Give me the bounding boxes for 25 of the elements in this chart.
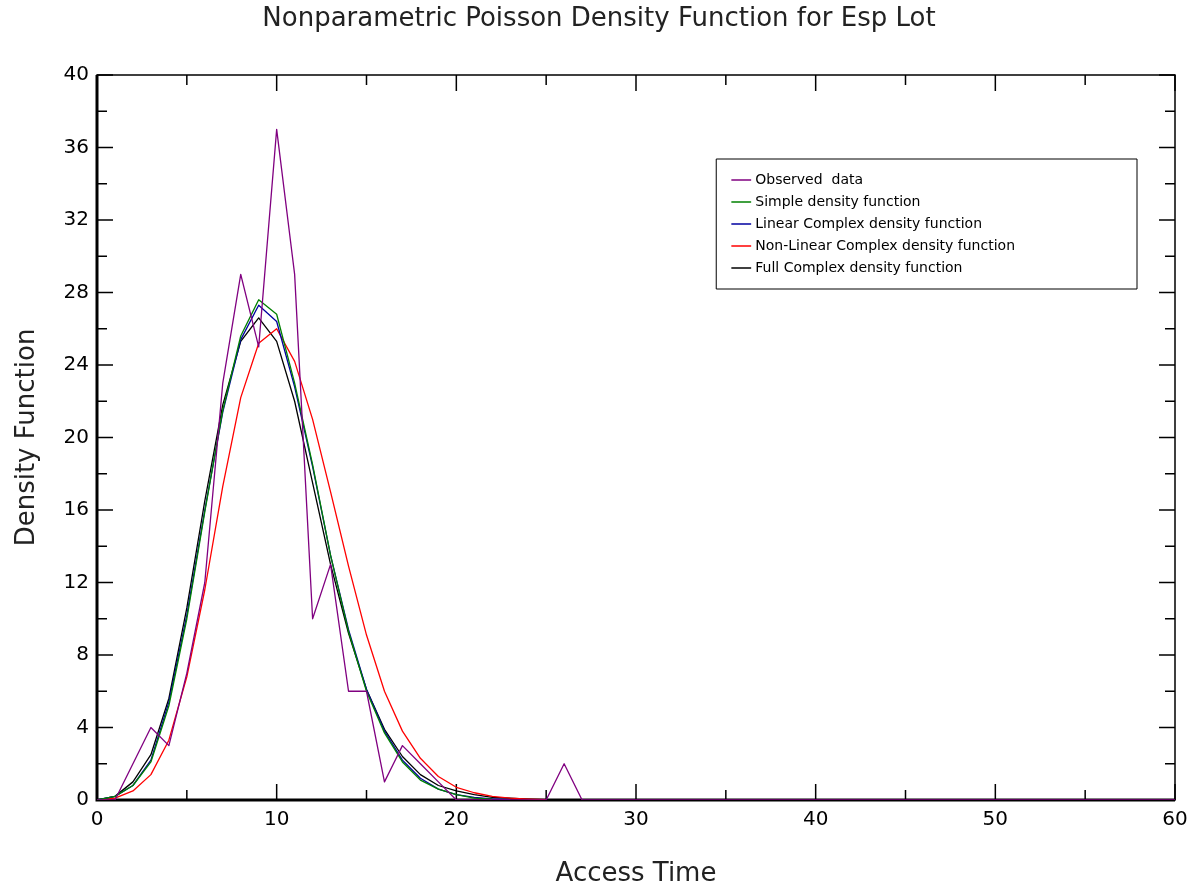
x-tick-label: 10 bbox=[263, 806, 290, 831]
legend-label: Full Complex density function bbox=[755, 258, 963, 275]
y-tick-label: 4 bbox=[76, 713, 89, 738]
x-tick-label: 30 bbox=[623, 806, 649, 831]
y-tick-label: 40 bbox=[63, 61, 89, 86]
x-tick-label: 20 bbox=[443, 806, 470, 831]
y-tick-label: 0 bbox=[76, 786, 89, 811]
chart-title: Nonparametric Poisson Density Function for Esp Lot bbox=[261, 2, 937, 32]
y-tick-label: 16 bbox=[63, 496, 89, 521]
legend-label: Non-Linear Complex density function bbox=[755, 236, 1016, 253]
x-tick-label: 40 bbox=[802, 806, 829, 831]
x-axis-title: Access Time bbox=[555, 857, 717, 888]
y-tick-label: 32 bbox=[63, 206, 89, 231]
y-tick-label: 20 bbox=[63, 423, 89, 448]
y-tick-label: 28 bbox=[63, 278, 89, 303]
legend-label: Simple density function bbox=[755, 192, 921, 209]
legend-label: Linear Complex density function bbox=[755, 214, 983, 231]
x-tick-label: 50 bbox=[982, 806, 1009, 831]
y-tick-label: 36 bbox=[63, 133, 89, 158]
y-tick-label: 12 bbox=[63, 568, 89, 593]
y-axis-title: Density Function bbox=[10, 328, 41, 547]
x-tick-label: 60 bbox=[1162, 806, 1188, 831]
y-tick-label: 24 bbox=[63, 351, 89, 376]
legend-label: Observed data bbox=[755, 170, 864, 187]
y-tick-label: 8 bbox=[76, 641, 89, 666]
